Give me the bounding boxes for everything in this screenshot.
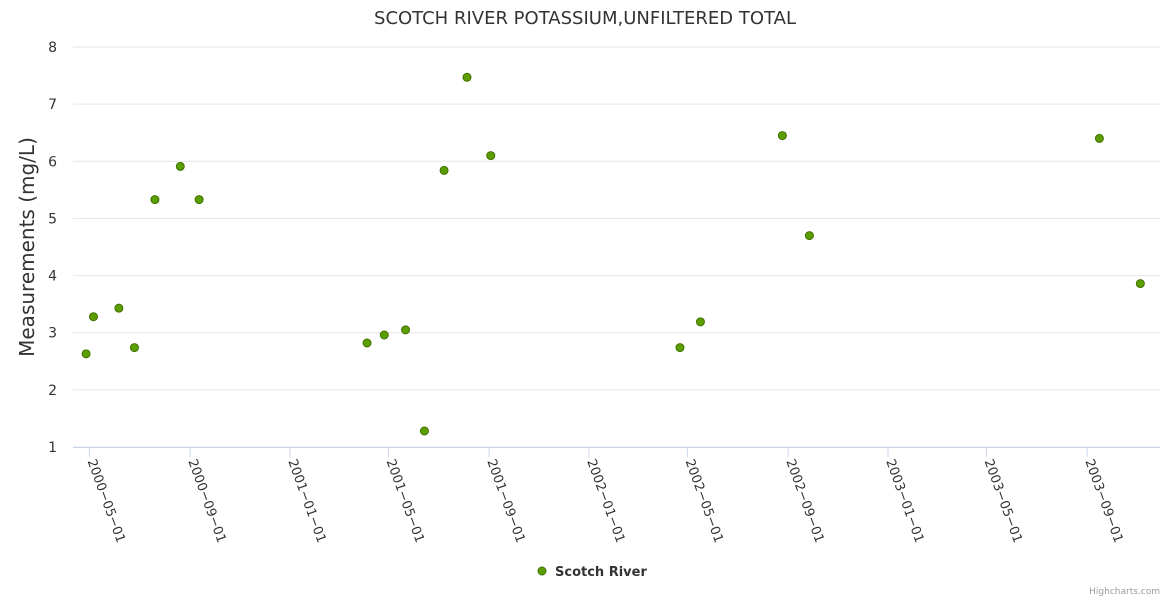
y-tick-label: 5	[48, 211, 57, 227]
data-point[interactable]	[804, 231, 814, 241]
x-tick-label: 2001−05−01	[383, 457, 427, 545]
x-tick-label: 2000−09−01	[184, 457, 228, 545]
x-tick-label: 2000−05−01	[84, 457, 128, 545]
data-point[interactable]	[401, 325, 411, 335]
legend-item-scotch-river[interactable]: Scotch River	[555, 565, 647, 580]
data-point[interactable]	[777, 131, 787, 141]
x-tick-label: 2002−01−01	[583, 457, 627, 545]
data-point[interactable]	[194, 195, 204, 205]
y-tick-label: 6	[48, 154, 57, 170]
y-tick-label: 2	[48, 383, 57, 399]
y-tick-label: 3	[48, 326, 57, 342]
data-point[interactable]	[695, 317, 705, 327]
data-point[interactable]	[439, 165, 449, 175]
data-point[interactable]	[1094, 133, 1104, 143]
y-axis-label: Measurements (mg/L)	[15, 137, 39, 357]
data-point[interactable]	[129, 343, 139, 353]
chart-title: SCOTCH RIVER POTASSIUM,UNFILTERED TOTAL	[374, 8, 796, 29]
data-point[interactable]	[486, 151, 496, 161]
x-tick-label: 2001−09−01	[483, 457, 527, 545]
data-point[interactable]	[362, 338, 372, 348]
data-point[interactable]	[462, 72, 472, 82]
y-tick-label: 8	[48, 40, 57, 56]
x-tick-label: 2002−09−01	[782, 457, 826, 545]
x-tick-label: 2002−05−01	[682, 457, 726, 545]
legend-marker	[537, 566, 547, 576]
credits-link[interactable]: Highcharts.com	[1089, 587, 1160, 597]
series-points	[81, 72, 1145, 436]
y-tick-label: 4	[48, 269, 57, 285]
data-point[interactable]	[114, 303, 124, 313]
data-point[interactable]	[379, 330, 389, 340]
x-tick-label: 2001−01−01	[284, 457, 328, 545]
data-point[interactable]	[1135, 279, 1145, 289]
legend[interactable]: Scotch River	[537, 565, 647, 580]
data-point[interactable]	[175, 161, 185, 171]
x-tick-label: 2003−09−01	[1081, 457, 1125, 545]
y-tick-label: 7	[48, 97, 57, 113]
gridlines	[73, 46, 1160, 448]
data-point[interactable]	[419, 426, 429, 436]
y-tick-label: 1	[48, 440, 57, 456]
y-axis-ticks: 1 2 3 4 5 6 7 8	[48, 40, 57, 456]
data-point[interactable]	[88, 312, 98, 322]
data-point[interactable]	[81, 349, 91, 359]
x-tick-label: 2003−01−01	[882, 457, 926, 545]
x-tick-label: 2003−05−01	[981, 457, 1025, 545]
data-point[interactable]	[150, 195, 160, 205]
data-point[interactable]	[675, 343, 685, 353]
x-axis-ticks: 2000−05−01 2000−09−01 2001−01−01 2001−05−01…	[84, 447, 1126, 545]
